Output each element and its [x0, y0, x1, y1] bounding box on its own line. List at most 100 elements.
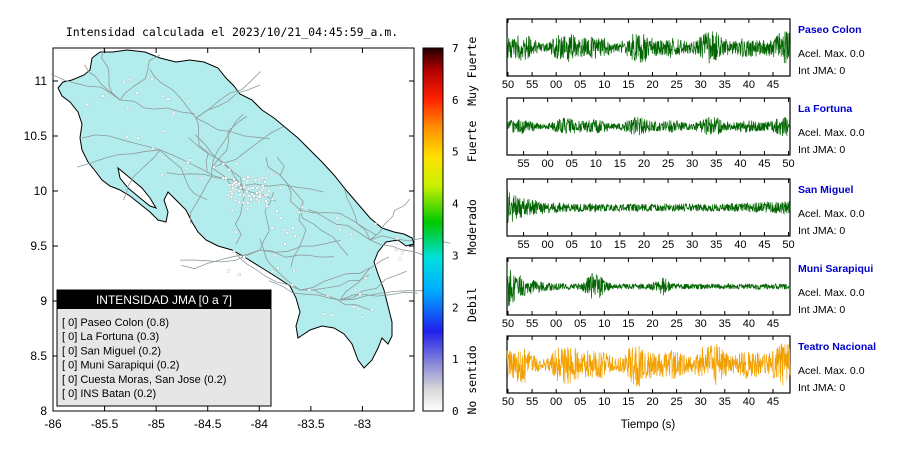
station-dot — [85, 102, 89, 106]
station-dot — [307, 288, 311, 292]
station-dot — [257, 200, 261, 203]
station-dot — [352, 305, 355, 309]
trace-tick-label: 05 — [574, 318, 586, 330]
waveform-line — [506, 117, 791, 137]
station-dot — [235, 183, 238, 186]
road-line — [149, 68, 197, 119]
station-name-label: Paseo Colon — [798, 24, 862, 36]
road-line — [259, 249, 335, 258]
station-dot — [235, 162, 239, 165]
road-line — [343, 188, 371, 241]
station-dot — [242, 177, 246, 181]
trace-tick-label: 45 — [767, 79, 779, 91]
trace-tick-label: 05 — [566, 239, 578, 251]
station-dot — [247, 187, 250, 191]
map-y-tick-label: 8.5 — [30, 349, 47, 363]
station-dot — [330, 313, 334, 317]
station-dot — [229, 190, 232, 193]
map-x-axis: -86 -85.5 -85 -84.5 -84 -83.5 -83 — [44, 48, 371, 431]
map-x-tick-label: -83 — [354, 417, 372, 431]
station-dot — [252, 194, 256, 198]
trace-tick-label: 35 — [719, 79, 731, 91]
road-line — [369, 198, 411, 241]
trace-tick-label: 10 — [590, 158, 602, 170]
station-dot — [270, 226, 274, 230]
station-dot — [186, 161, 190, 165]
colorbar-category-label: Muy Fuerte — [465, 37, 479, 106]
legend-title: INTENSIDAD JMA [0 a 7] — [96, 293, 232, 307]
road-line — [299, 209, 349, 256]
station-dot — [237, 200, 241, 204]
station-dot — [364, 276, 368, 280]
trace-tick-label: 40 — [734, 239, 746, 251]
legend-item: [ 0] INS Batan (0.2) — [62, 388, 156, 400]
station-dot — [234, 198, 238, 202]
road-line — [339, 290, 423, 301]
station-dot — [189, 158, 192, 162]
station-dot — [301, 205, 304, 209]
colorbar-labels: Muy Fuerte Fuerte Moderado Debil No sentido — [465, 37, 479, 415]
road-line — [299, 289, 370, 311]
road-line — [119, 99, 195, 115]
legend-item: [ 0] Paseo Colon (0.8) — [62, 317, 169, 329]
road-line — [159, 149, 208, 201]
station-dot — [254, 178, 258, 182]
station-dot — [246, 207, 250, 210]
station-dot — [356, 307, 360, 311]
station-dot — [292, 269, 296, 272]
road-line — [119, 54, 161, 101]
road-line — [76, 149, 161, 168]
station-dot — [150, 77, 154, 81]
station-dot — [283, 228, 287, 232]
station-dot — [186, 99, 190, 103]
colorbar-category-label: Fuerte — [465, 120, 479, 162]
jma-intensity-label: Int JMA: 0 — [798, 304, 845, 316]
trace-tick-label: 05 — [574, 79, 586, 91]
station-dot — [245, 179, 249, 183]
trace-tick-label: 50 — [782, 239, 794, 251]
map-x-tick-label: -84 — [251, 417, 269, 431]
jma-intensity-label: Int JMA: 0 — [798, 382, 845, 394]
road-line — [259, 239, 341, 253]
trace-tick-label: 35 — [710, 239, 722, 251]
station-dot — [227, 193, 231, 197]
trace-tick-label: 55 — [526, 79, 538, 91]
station-dot — [275, 209, 279, 213]
trace-tick-label: 50 — [502, 318, 514, 330]
trace-tick-label: 15 — [614, 158, 626, 170]
trace-tick-label: 40 — [743, 79, 755, 91]
map-y-tick-label: 8 — [40, 404, 47, 418]
road-line — [194, 134, 243, 187]
legend-item: [ 0] Muni Sarapiqui (0.2) — [62, 360, 179, 372]
station-dot — [242, 255, 246, 259]
road-line — [181, 249, 261, 270]
trace-tick-label: 15 — [622, 318, 634, 330]
map-x-tick-label: -86 — [44, 417, 62, 431]
station-dot — [224, 176, 228, 180]
trace-tick-label: 10 — [598, 318, 610, 330]
station-dot — [257, 178, 261, 181]
station-dot — [122, 81, 126, 84]
station-dot — [278, 186, 282, 190]
trace-tick-label: 20 — [646, 396, 658, 408]
trace-tick-label: 10 — [590, 239, 602, 251]
trace-tick-label: 25 — [662, 239, 674, 251]
trace-tick-label: 45 — [758, 239, 770, 251]
station-dot — [246, 201, 250, 205]
trace-tick-label: 30 — [695, 396, 707, 408]
trace-tick-label: 20 — [646, 79, 658, 91]
road-line — [195, 71, 261, 119]
road-line — [265, 157, 301, 211]
road-line — [241, 183, 324, 193]
trace-tick-label: 15 — [614, 239, 626, 251]
station-dot — [166, 97, 170, 101]
station-dot — [151, 147, 155, 150]
legend-item: [ 0] San Miguel (0.2) — [62, 345, 161, 357]
station-dot — [261, 186, 265, 190]
station-dot — [242, 185, 246, 189]
trace-tick-label: 20 — [638, 239, 650, 251]
road-line — [259, 238, 301, 291]
station-name-label: San Miguel — [798, 184, 854, 196]
trace-tick-label: 30 — [695, 318, 707, 330]
max-acceleration-label: Acel. Max. 0.0 — [798, 365, 865, 377]
